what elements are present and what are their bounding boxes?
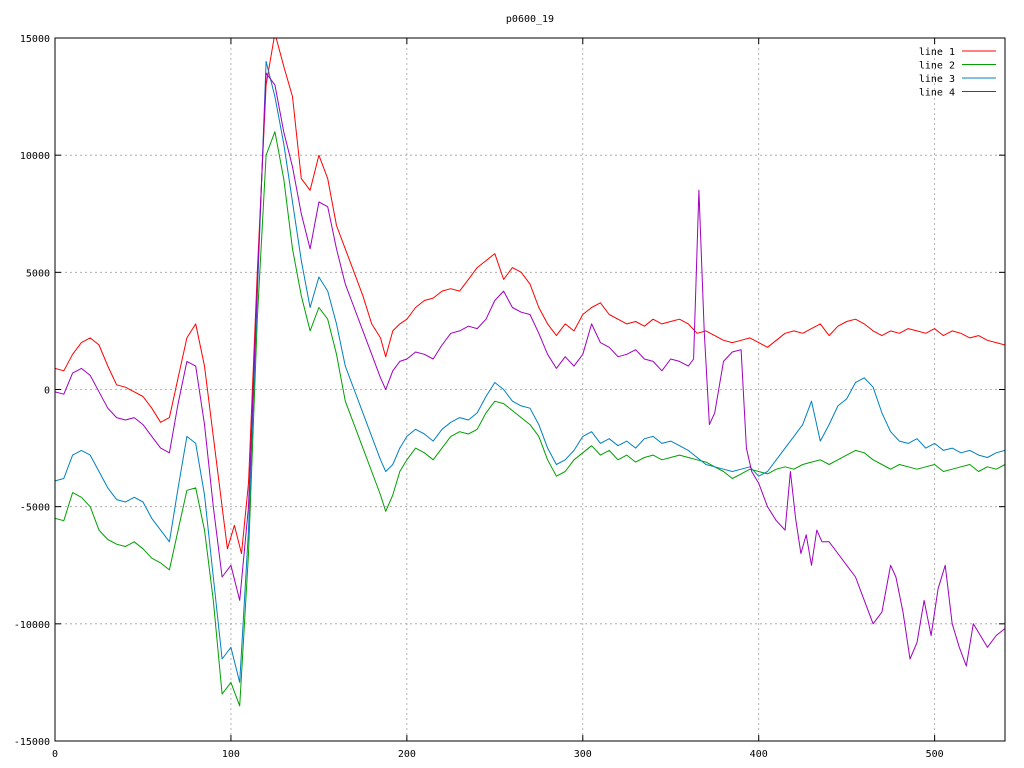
series-line-3: [55, 60, 1005, 683]
series-line-1: [55, 38, 1005, 554]
y-tick-label: -10000: [14, 620, 50, 631]
legend-label: line 4: [919, 88, 955, 99]
legend-label: line 1: [919, 47, 955, 58]
legend-label: line 3: [919, 74, 955, 85]
y-tick-label: 15000: [20, 34, 50, 45]
axis-ticks: 0 100 200 300 400 500 -15000 -10000 -5000 0 5000 10…: [14, 34, 1005, 760]
y-tick-label: 10000: [20, 151, 50, 162]
y-tick-label: 0: [44, 386, 50, 397]
series-lines: [55, 38, 1005, 707]
legend-label: line 2: [919, 61, 955, 72]
x-tick-label: 200: [398, 749, 416, 760]
series-line-4: [55, 72, 1005, 667]
x-tick-label: 300: [574, 749, 592, 760]
x-tick-label: 0: [52, 749, 58, 760]
grid-lines: [55, 38, 1005, 741]
chart-title: p0600_19: [506, 14, 554, 25]
y-tick-label: -15000: [14, 737, 50, 748]
legend: line 1 line 2 line 3 line 4: [919, 47, 996, 99]
x-tick-label: 500: [926, 749, 944, 760]
y-tick-label: -5000: [20, 503, 50, 514]
series-line-2: [55, 131, 1005, 707]
y-tick-label: 5000: [26, 268, 50, 279]
x-tick-label: 400: [750, 749, 768, 760]
x-tick-label: 100: [222, 749, 240, 760]
